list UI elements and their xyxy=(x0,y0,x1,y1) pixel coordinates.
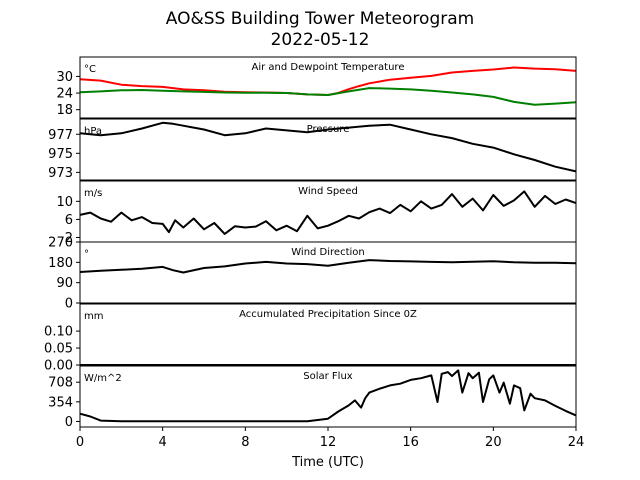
wind_direction-ytick-label: 180 xyxy=(48,256,73,271)
panel-solar: 0 354 708 W/m^2 Solar Flux xyxy=(48,365,577,430)
precipitation-ytick-label: 0.10 xyxy=(44,325,73,340)
pressure-series-line-0 xyxy=(79,121,577,173)
x-axis: 0 4 8 12 16 20 24 xyxy=(76,427,584,450)
precipitation-ytick-label: 0.00 xyxy=(44,359,73,374)
temperature-ytick-label: 30 xyxy=(56,70,73,85)
wind_direction-frame xyxy=(79,241,577,304)
temperature-series-line-1 xyxy=(79,87,577,106)
xtick-label: 12 xyxy=(320,435,337,450)
pressure-unit-label: hPa xyxy=(84,126,102,137)
xtick-label: 8 xyxy=(241,435,249,450)
figure-title-line2: 2022-05-12 xyxy=(271,30,370,50)
solar-series-line-0 xyxy=(79,369,577,423)
wind_direction-series-line-0 xyxy=(79,259,577,274)
solar-ytick-label: 708 xyxy=(48,376,73,391)
wind_speed-panel-title: Wind Speed xyxy=(298,186,358,197)
panel-wind_speed: 2 6 10 m/s Wind Speed xyxy=(56,180,577,246)
xtick-label: 0 xyxy=(76,435,84,450)
precipitation-unit-label: mm xyxy=(84,311,103,322)
wind_speed-ytick-label: 2 xyxy=(65,231,73,246)
precipitation-panel-title: Accumulated Precipitation Since 0Z xyxy=(239,309,417,320)
wind_direction-panel-title: Wind Direction xyxy=(291,247,365,258)
xtick-label: 4 xyxy=(159,435,167,450)
pressure-ytick-label: 975 xyxy=(48,147,73,162)
wind_speed-series-line-0 xyxy=(79,190,577,235)
x-axis-label: Time (UTC) xyxy=(291,455,364,470)
temperature-frame xyxy=(79,56,577,119)
xtick-label: 20 xyxy=(485,435,502,450)
xtick-label: 24 xyxy=(568,435,585,450)
pressure-ytick-label: 977 xyxy=(48,128,73,143)
temperature-ytick-label: 24 xyxy=(56,87,73,102)
solar-ytick-label: 0 xyxy=(65,415,73,430)
wind_direction-ytick-label: 0 xyxy=(65,297,73,312)
wind_speed-unit-label: m/s xyxy=(84,188,102,199)
wind_direction-ytick-label: 270 xyxy=(48,236,73,251)
wind_speed-ytick-label: 6 xyxy=(65,213,73,228)
precipitation-ytick-label: 0.05 xyxy=(44,342,73,357)
wind_direction-unit-label: ° xyxy=(84,249,89,260)
figure-title-line1: AO&SS Building Tower Meteorogram xyxy=(166,9,474,29)
temperature-panel-title: Air and Dewpoint Temperature xyxy=(252,62,405,73)
xtick-label: 16 xyxy=(402,435,419,450)
panel-wind_direction: 0 90 180 270 ° Wind Direction xyxy=(48,236,577,312)
solar-panel-title: Solar Flux xyxy=(303,371,353,382)
wind_speed-ytick-label: 10 xyxy=(56,195,73,210)
precipitation-frame xyxy=(79,303,577,366)
solar-unit-label: W/m^2 xyxy=(84,373,122,384)
solar-ytick-label: 354 xyxy=(48,395,73,410)
panel-precipitation: 0.00 0.05 0.10 mm Accumulated Precipitation … xyxy=(44,303,577,374)
panel-pressure: 973 975 977 hPa Pressure xyxy=(48,118,577,181)
pressure-ytick-label: 973 xyxy=(48,166,73,181)
temperature-unit-label: °C xyxy=(84,64,96,75)
pressure-frame xyxy=(79,118,577,181)
pressure-panel-title: Pressure xyxy=(307,124,350,135)
temperature-ytick-label: 18 xyxy=(56,103,73,118)
wind_direction-ytick-label: 90 xyxy=(56,276,73,291)
